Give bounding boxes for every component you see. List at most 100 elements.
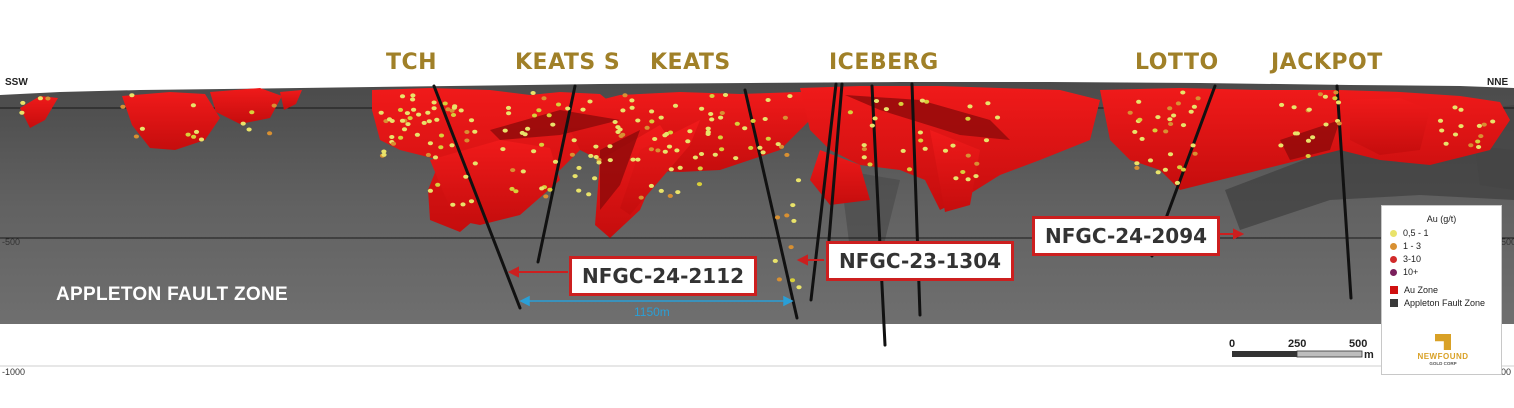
au-intercept-dot [399,118,406,123]
au-intercept-dot [1174,180,1180,185]
legend-swatch-square [1390,286,1398,294]
au-intercept-dot [586,192,592,197]
au-intercept-dot [1468,143,1474,148]
au-intercept-dot [407,116,413,121]
au-intercept-dot [861,143,867,148]
au-intercept-dot [789,278,796,283]
depth-label: 500 [1501,237,1514,247]
au-intercept-dot [1136,99,1142,104]
au-intercept-dot [1332,96,1338,101]
scale-unit: m [1364,349,1374,361]
au-intercept-dot [1180,123,1187,128]
distance-arrow-right [783,295,794,307]
au-intercept-dot [757,145,763,150]
au-intercept-dot [1134,165,1140,170]
au-intercept-dot [1180,167,1186,172]
depth-label: 000 [1496,367,1512,377]
au-intercept-dot [985,101,991,106]
au-intercept-dot [1306,107,1312,112]
au-intercept-dot [1478,134,1484,139]
au-intercept-dot [445,107,451,112]
au-intercept-dot [520,169,526,174]
scale-tick-label: 500 [1349,338,1368,350]
au-intercept-dot [1439,128,1445,133]
au-intercept-dot [1155,115,1161,120]
drill-trace [432,84,522,310]
legend-item-au-zone: Au Zone [1390,284,1438,296]
au-intercept-dot [390,141,397,146]
au-intercept-dot [748,145,754,150]
au-intercept-dot [1452,105,1458,110]
au-intercept-dot [607,158,613,163]
au-intercept-dot [1137,117,1143,122]
au-intercept-dot [129,93,135,98]
au-intercept-dot [883,107,890,112]
au-intercept-dot [750,118,756,123]
legend-swatch-dot [1390,255,1397,263]
au-intercept-dot [674,148,680,153]
au-intercept-dot [468,199,475,204]
logo-mark-icon [1435,334,1451,350]
legend: Au (g/t) 0,5 - 1 1 - 3 3-10 10+ Au Zone … [1381,205,1502,375]
au-zone [210,88,282,124]
au-intercept-dot [620,132,626,137]
au-intercept-dot [861,155,867,160]
au-intercept-dot [649,109,655,114]
au-zone [1350,98,1430,155]
direction-nne: NNE [1487,77,1509,88]
au-intercept-dot [1278,143,1284,148]
au-intercept-dot [45,96,51,101]
au-intercept-dot [547,187,553,192]
au-intercept-dot [873,99,880,103]
au-intercept-dot [919,98,926,103]
au-intercept-dot [435,182,441,187]
au-intercept-dot [698,152,705,156]
au-intercept-dot [869,123,875,128]
scale-tick-label: 0 [1229,338,1236,350]
au-intercept-dot [1452,132,1459,137]
au-intercept-dot [139,126,145,131]
legend-item-label: 1 - 3 [1403,241,1422,251]
au-intercept-dot [675,190,681,195]
au-intercept-dot [1336,121,1342,126]
au-intercept-dot [588,153,594,158]
au-intercept-dot [685,139,691,144]
au-intercept-dot [198,137,205,142]
au-intercept-dot [791,218,797,223]
au-intercept-dot [629,98,635,103]
au-intercept-dot [510,168,516,173]
au-intercept-dot [1443,141,1449,146]
au-intercept-dot [677,165,683,170]
au-zone [280,90,302,110]
au-intercept-dot [672,103,679,108]
au-intercept-dot [1167,106,1173,111]
au-intercept-dot [719,147,725,152]
au-intercept-dot [922,146,928,151]
au-intercept-dot [1180,90,1186,95]
au-intercept-dot [775,142,781,147]
au-intercept-dot [525,126,531,131]
au-intercept-dot [1437,118,1444,123]
pointer-2094-head [1233,228,1245,240]
au-zone [930,130,980,212]
au-intercept-dot [398,135,404,140]
au-intercept-dot [472,161,478,166]
au-intercept-dot [965,153,971,158]
au-intercept-dot [1139,136,1145,141]
au-intercept-dot [378,110,384,115]
au-intercept-dot [1305,154,1311,158]
au-intercept-dot [760,150,766,155]
au-zone [20,96,58,128]
au-intercept-dot [426,119,432,124]
au-intercept-dot [468,118,475,123]
company-logo: NEWFOUND GOLD CORP [1410,334,1476,366]
au-intercept-dot [1333,90,1339,95]
label-pointers [507,228,1245,278]
au-intercept-dot [267,131,273,136]
au-intercept-dot [1188,109,1194,114]
au-intercept-dot [193,129,200,134]
direction-ssw: SSW [5,77,28,88]
legend-item-label: 3-10 [1403,254,1422,264]
au-intercept-dot [1177,165,1183,170]
